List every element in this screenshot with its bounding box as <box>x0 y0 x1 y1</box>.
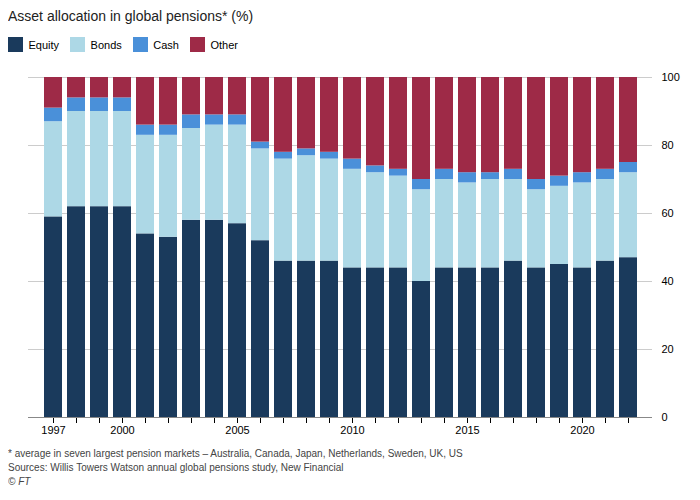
svg-text:1997: 1997 <box>41 424 65 436</box>
html-text:Asset allocation in global pen: Asset allocation in global pensions* (%) <box>8 8 254 24</box>
html-text:© FT: © FT <box>8 475 31 487</box>
html-text:Equity: Equity <box>28 38 60 51</box>
svg-text:60: 60 <box>662 207 674 219</box>
svg-text:2000: 2000 <box>110 424 134 436</box>
svg-text:0: 0 <box>662 411 668 423</box>
svg-text:80: 80 <box>662 139 674 151</box>
svg-text:40: 40 <box>662 275 674 287</box>
svg-text:20: 20 <box>662 343 674 355</box>
html-text:Bonds: Bonds <box>90 38 122 51</box>
html-text:Sources: Willis Towers Watson: Sources: Willis Towers Watson annual glo… <box>8 461 344 473</box>
svg-text:2015: 2015 <box>455 424 479 436</box>
html-text:Cash: Cash <box>153 38 179 51</box>
svg-text:2010: 2010 <box>340 424 364 436</box>
svg-text:100: 100 <box>662 71 680 83</box>
svg-text:2020: 2020 <box>570 424 594 436</box>
html-text:Other: Other <box>210 38 238 51</box>
html-text:* average in seven largest pen: * average in seven largest pension marke… <box>8 447 463 459</box>
svg-text:2005: 2005 <box>225 424 249 436</box>
